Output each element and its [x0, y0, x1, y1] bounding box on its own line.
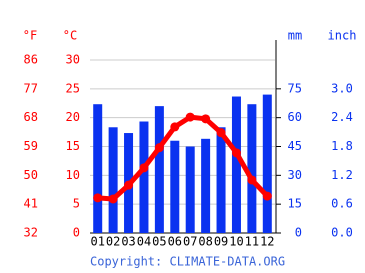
temperature-point: [262, 191, 272, 201]
y2-tick-label: 30: [288, 168, 302, 182]
bar: [108, 127, 118, 233]
bar: [154, 106, 164, 233]
x-tick-label: 01: [90, 235, 104, 249]
temperature-point: [93, 193, 103, 203]
bar: [170, 140, 180, 233]
x-tick-label: 02: [106, 235, 120, 249]
y-tick-label: 0: [73, 226, 80, 240]
bar: [231, 96, 241, 234]
temperature-point: [124, 180, 134, 190]
fahrenheit-header: °F: [23, 29, 37, 43]
temperature-point: [170, 122, 180, 132]
inch-tick-label: 3.0: [331, 81, 353, 95]
temperature-point: [247, 175, 257, 185]
bar: [185, 146, 195, 233]
x-tick-label: 06: [168, 235, 182, 249]
bar: [216, 127, 226, 233]
temperature-point: [216, 128, 226, 138]
copyright: Copyright: CLIMATE-DATA.ORG: [90, 255, 285, 269]
y2-tick-label: 45: [288, 139, 302, 153]
temperature-line: [97, 114, 270, 202]
celsius-header: °C: [63, 29, 77, 43]
y2-tick-label: 0: [295, 226, 302, 240]
bar: [201, 138, 211, 233]
bar: [262, 94, 272, 233]
fahrenheit-tick-label: 77: [24, 81, 38, 95]
x-tick-label: 09: [214, 235, 228, 249]
fahrenheit-tick-label: 59: [24, 139, 38, 153]
x-tick-label: 12: [260, 235, 274, 249]
fahrenheit-tick-label: 86: [24, 53, 38, 67]
inch-header: inch: [328, 29, 357, 43]
x-tick-label: 10: [229, 235, 243, 249]
fahrenheit-tick-label: 32: [24, 226, 38, 240]
temperature-point: [108, 194, 118, 204]
y-tick-label: 5: [73, 197, 80, 211]
x-tick-label: 04: [137, 235, 151, 249]
bar: [247, 104, 257, 233]
y-tick-label: 10: [66, 168, 80, 182]
mm-header: mm: [288, 29, 302, 43]
y-tick-label: 15: [66, 139, 80, 153]
y2-tick-label: 60: [288, 110, 302, 124]
x-tick-label: 11: [245, 235, 259, 249]
fahrenheit-tick-label: 68: [24, 110, 38, 124]
x-tick-label: 08: [198, 235, 212, 249]
temperature-point: [185, 112, 195, 122]
bar: [93, 104, 103, 233]
fahrenheit-tick-label: 50: [24, 168, 38, 182]
x-tick-label: 07: [183, 235, 197, 249]
temperature-point: [231, 148, 241, 158]
inch-tick-label: 0.6: [331, 197, 353, 211]
temperature-point: [154, 143, 164, 153]
x-tick-label: 03: [121, 235, 135, 249]
y-tick-label: 30: [66, 53, 80, 67]
temperature-point: [201, 114, 211, 124]
y2-tick-label: 75: [288, 81, 302, 95]
inch-tick-label: 1.2: [331, 168, 353, 182]
inch-tick-label: 0.0: [331, 226, 353, 240]
inch-tick-label: 1.8: [331, 139, 353, 153]
fahrenheit-tick-label: 41: [24, 197, 38, 211]
temperature-point: [139, 163, 149, 173]
x-tick-label: 05: [152, 235, 166, 249]
bar: [139, 121, 149, 233]
inch-tick-label: 2.4: [331, 110, 353, 124]
y2-tick-label: 15: [288, 197, 302, 211]
y-tick-label: 20: [66, 110, 80, 124]
y-tick-label: 25: [66, 81, 80, 95]
